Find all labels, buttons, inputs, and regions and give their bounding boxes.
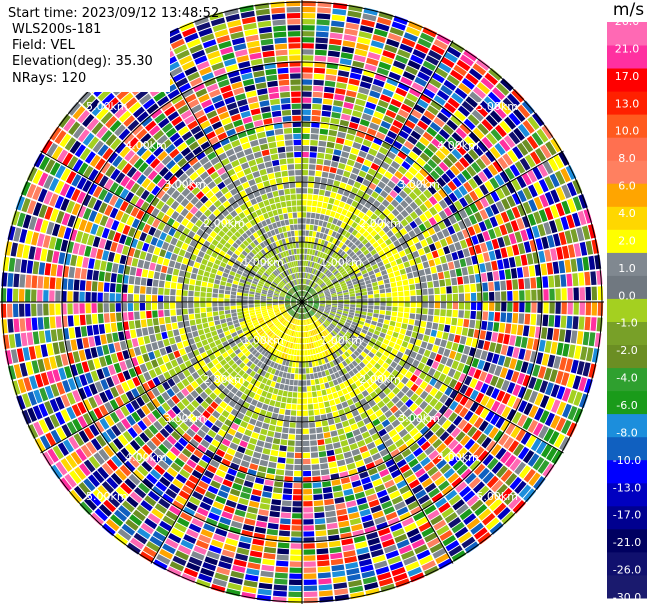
azimuth-spoke: [301, 301, 454, 564]
colorbar-swatch: [607, 344, 647, 369]
colorbar-tick-label: -8.0: [616, 426, 637, 439]
colorbar-swatch: [607, 206, 647, 230]
colorbar-tick-label: 21.0: [615, 42, 640, 55]
colorbar-tick-label: 13.0: [615, 97, 640, 110]
colorbar-tick-label: -17.0: [613, 509, 641, 522]
ring-label: 3.00km: [164, 412, 206, 425]
colorbar-tick-label: -6.0: [616, 399, 637, 412]
azimuth-spoke: [40, 301, 303, 454]
colorbar-tick-label: -1.0: [616, 317, 637, 330]
colorbar-swatch: [607, 436, 647, 461]
azimuth-spoke: [40, 150, 303, 303]
colorbar-tick-label: 17.0: [615, 70, 640, 83]
colorbar-swatch: [607, 22, 647, 46]
colorbar-swatch: [607, 321, 647, 345]
colorbar-swatch: [607, 45, 647, 69]
ring-label: 2.00km: [359, 217, 401, 230]
colorbar-swatch: [607, 505, 647, 530]
ring-label: 2.00km: [203, 373, 245, 386]
colorbar-swatch: [607, 229, 647, 253]
colorbar-swatch: [607, 68, 647, 92]
colorbar-swatch: [607, 275, 647, 299]
ring-label: 2.00km: [203, 217, 245, 230]
colorbar-swatch: [607, 528, 647, 553]
colorbar-swatch: [607, 91, 647, 115]
azimuth-spoke: [301, 150, 564, 303]
colorbar-tick-label: -4.0: [616, 372, 637, 385]
info-panel: Start time: 2023/09/12 13:48:52 WLS200s-…: [0, 0, 219, 92]
colorbar-tick-label: 2.0: [618, 234, 636, 247]
colorbar-tick-label: 8.0: [618, 152, 636, 165]
colorbar-swatch: [607, 390, 647, 415]
ring-label: 3.00km: [398, 178, 440, 191]
ring-label: 5.00km: [476, 490, 518, 503]
start-time-label: Start time: 2023/09/12 13:48:52: [8, 6, 220, 21]
ring-label: 4.00km: [125, 139, 167, 152]
colorbar-swatch: [607, 551, 647, 576]
ring-label: 3.00km: [164, 178, 206, 191]
colorbar-swatch: [607, 183, 647, 207]
ring-label: 4.00km: [437, 451, 479, 464]
colorbar-swatch: [607, 413, 647, 438]
nrays-label: NRays: 120: [12, 71, 87, 86]
colorbar-tick-label: 10.0: [615, 125, 640, 138]
azimuth-spoke: [150, 301, 303, 564]
ring-label: 1.00km: [242, 256, 284, 269]
colorbar-tick-label: 1.0: [618, 262, 636, 275]
colorbar-tick-label: 26.0: [615, 15, 640, 28]
ring-labels: 1.00km 1.00km 1.00km 1.00km 2.00km 2.00km 2.00…: [86, 100, 518, 503]
colorbar-swatch: [607, 137, 647, 161]
colorbar-tick-label: 0.0: [618, 289, 636, 302]
colorbar-swatch: [607, 575, 647, 599]
azimuth-spoke: [301, 40, 454, 303]
ring-label: 5.00km: [86, 100, 128, 113]
azimuth-spoke: [150, 40, 303, 303]
ring-label: 4.00km: [437, 139, 479, 152]
ring-label: 1.00km: [242, 334, 284, 347]
ring-label: 5.00km: [86, 490, 128, 503]
colorbar-tick-label: -2.0: [616, 344, 637, 357]
elevation-label: Elevation(deg): 35.30: [12, 54, 153, 69]
colorbar-swatch: [607, 459, 647, 484]
colorbar-tick-label: -26.0: [613, 564, 641, 577]
colorbar-swatch: [607, 252, 647, 276]
colorbar-unit: m/s: [612, 0, 645, 20]
ring-label: 1.00km: [320, 256, 362, 269]
colorbar-tick-label: -10.0: [613, 454, 641, 467]
colorbar: -30.0 -26.0 -21.0 -17.0 -13.0 -10.0 -8.0 -6.0 -4…: [607, 15, 647, 604]
colorbar-tick-label: -13.0: [613, 481, 641, 494]
ring-label: 1.00km: [320, 334, 362, 347]
field-label: Field: VEL: [12, 38, 75, 53]
colorbar-swatch: [607, 367, 647, 392]
colorbar-swatch: [607, 298, 647, 322]
colorbar-tick-label: 6.0: [618, 180, 636, 193]
azimuth-spokes: [0, 0, 604, 604]
ring-label: 3.00km: [398, 412, 440, 425]
ring-label: 5.00km: [476, 100, 518, 113]
ring-label: 4.00km: [125, 451, 167, 464]
colorbar-tick-label: -21.0: [613, 536, 641, 549]
colorbar-swatch: [607, 114, 647, 138]
instrument-label: WLS200s-181: [12, 22, 102, 37]
azimuth-spoke: [301, 301, 564, 454]
colorbar-tick-label: 4.0: [618, 207, 636, 220]
ring-label: 2.00km: [359, 373, 401, 386]
colorbar-tick-label: -30.0: [613, 591, 641, 604]
colorbar-swatch: [607, 160, 647, 184]
radar-gates: [0, 0, 604, 604]
colorbar-swatch: [607, 482, 647, 507]
